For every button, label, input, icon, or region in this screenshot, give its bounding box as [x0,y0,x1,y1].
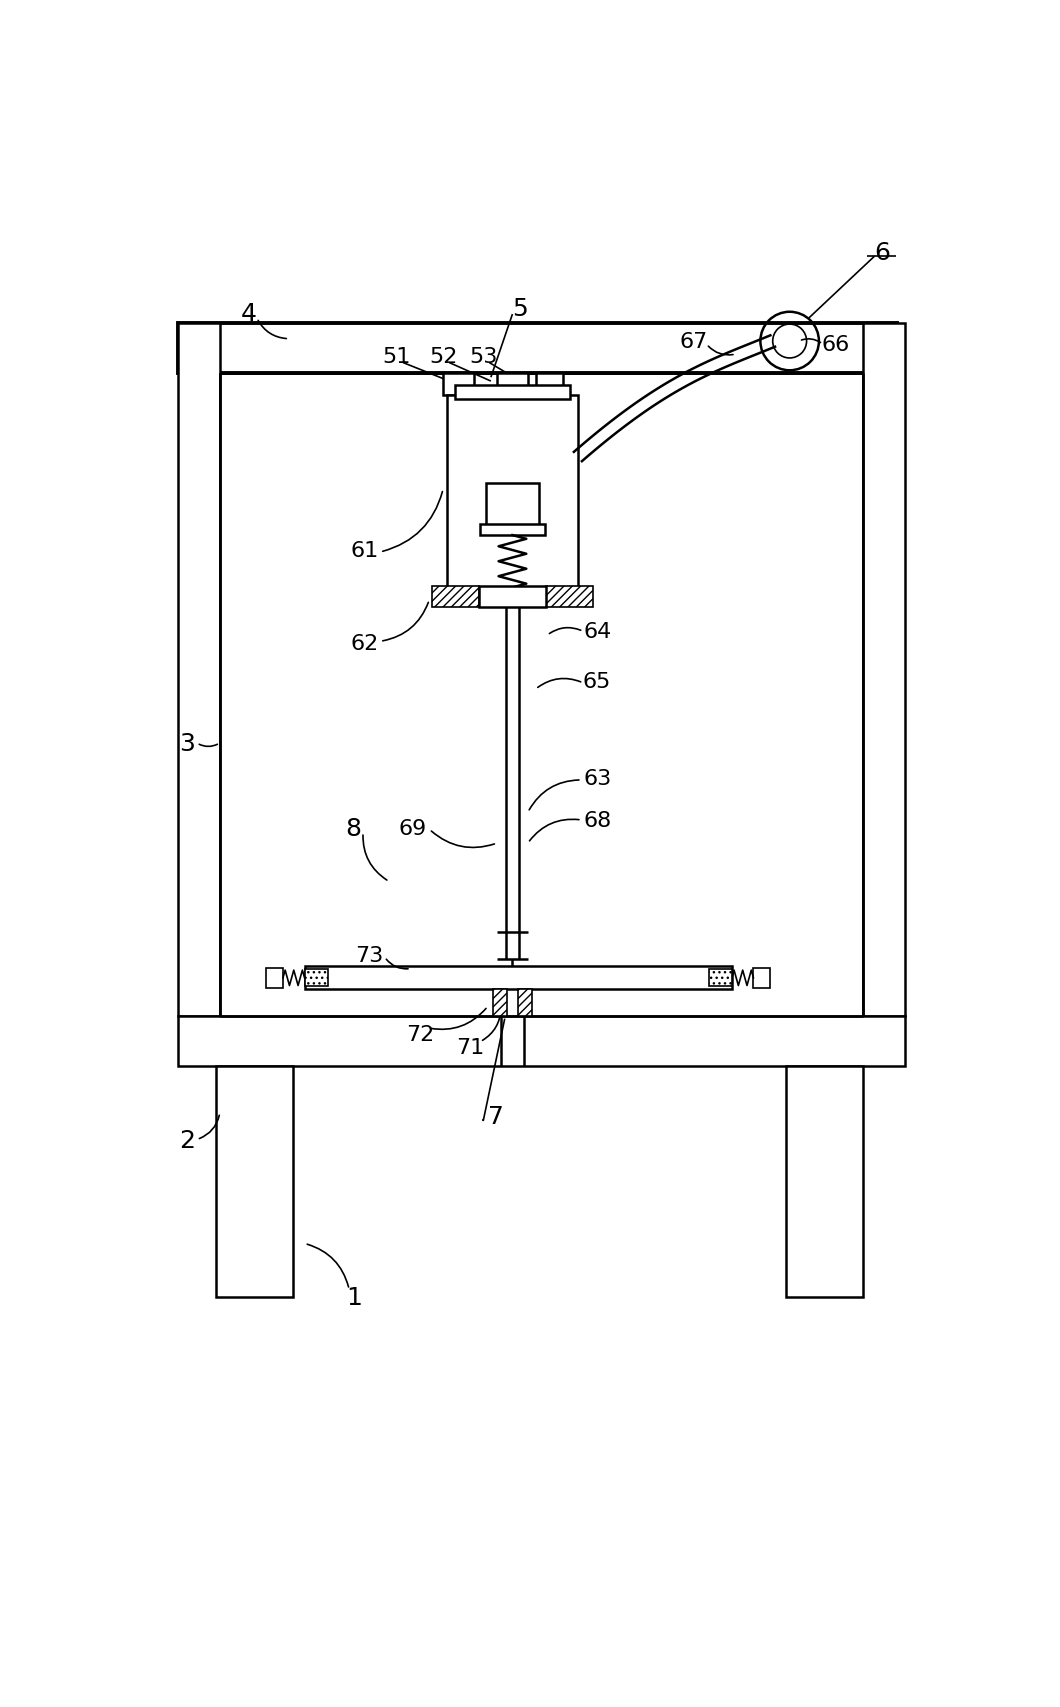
Text: 3: 3 [179,732,195,756]
Bar [431,587,479,608]
Text: 62: 62 [351,633,378,654]
Text: 67: 67 [679,331,707,352]
Bar [518,990,532,1017]
Text: 63: 63 [583,768,612,789]
Bar [177,324,219,1017]
Bar [493,990,507,1017]
Text: 61: 61 [351,541,378,562]
Bar [304,966,731,990]
Text: 7: 7 [488,1104,504,1128]
Bar [535,374,563,396]
Text: 73: 73 [355,946,384,964]
Text: 72: 72 [406,1024,435,1045]
Text: 68: 68 [583,811,612,831]
Text: 69: 69 [399,818,426,838]
Text: 53: 53 [469,347,497,367]
Text: 1: 1 [347,1285,363,1309]
Text: 52: 52 [429,347,457,367]
Bar [785,1067,863,1297]
Text: 6: 6 [874,241,890,265]
Bar [497,374,528,396]
Text: 66: 66 [822,335,850,355]
Bar [443,374,474,396]
Bar [216,1067,293,1297]
Bar [479,587,546,608]
Bar [485,485,540,526]
Text: 5: 5 [512,297,528,321]
Bar [455,386,570,399]
Bar [304,970,328,987]
Text: 64: 64 [583,621,612,642]
Bar [266,968,283,988]
Bar [447,396,578,604]
Text: 71: 71 [456,1038,484,1058]
Text: 65: 65 [583,673,612,691]
Bar [709,970,731,987]
Bar [546,587,594,608]
Text: 8: 8 [346,816,361,840]
Bar [754,968,771,988]
Bar [177,1017,905,1067]
Text: 4: 4 [241,302,258,326]
Bar [863,324,905,1017]
Bar [177,324,898,374]
Bar [480,526,545,536]
Text: 2: 2 [179,1128,195,1152]
Text: 51: 51 [383,347,411,367]
